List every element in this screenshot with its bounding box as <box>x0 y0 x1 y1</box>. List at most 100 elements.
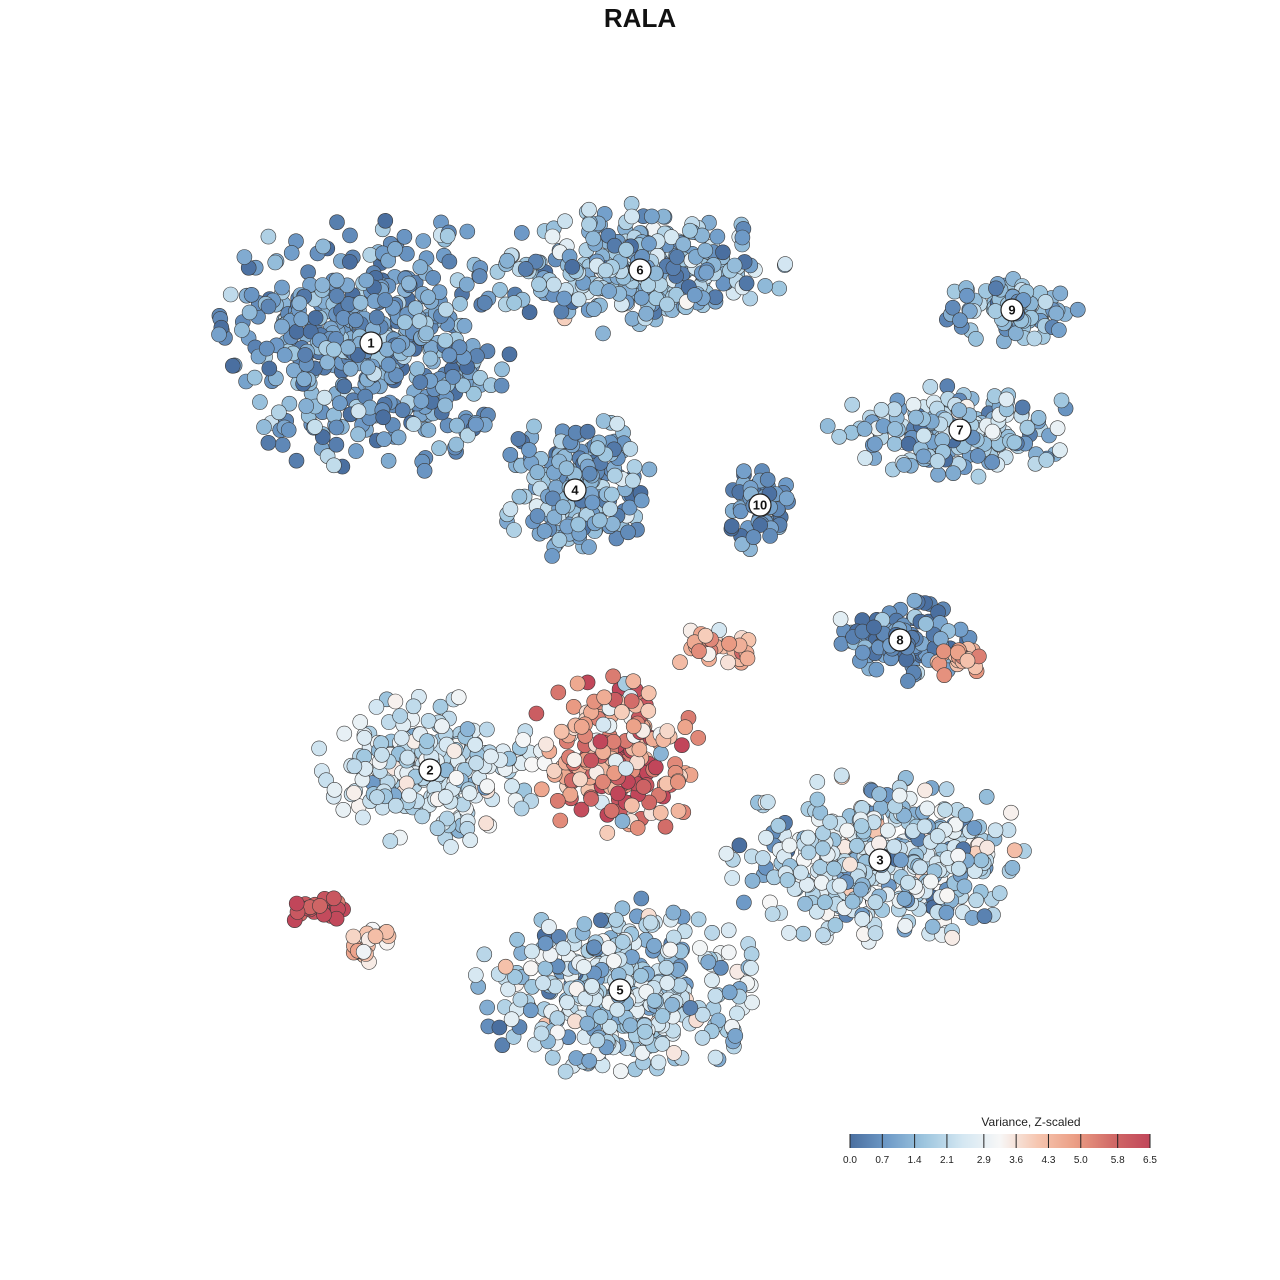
cluster-label-badge <box>948 418 972 442</box>
hotspot-1-point <box>625 718 642 735</box>
cluster-1-point <box>425 270 442 286</box>
cluster-6-point <box>513 225 530 241</box>
legend-tick-label: 6.5 <box>1143 1155 1157 1166</box>
hotspot-1-point <box>652 804 669 821</box>
hotspot-1-point <box>635 778 652 795</box>
cluster-5-point <box>659 975 676 991</box>
cluster-2-point <box>352 714 369 730</box>
cluster-5-point <box>682 1000 699 1016</box>
hotspot-1-point <box>677 719 694 736</box>
cluster-1-point <box>261 360 278 377</box>
cluster-1-point <box>316 389 333 406</box>
cluster-3-point <box>724 870 741 886</box>
cluster-2-point <box>448 770 465 786</box>
cluster-8-point <box>918 616 934 632</box>
cluster-6-point <box>570 291 587 308</box>
cluster-1-point <box>441 347 458 364</box>
cluster-1-point <box>422 350 439 367</box>
cluster-4-point <box>641 461 658 478</box>
cluster-5-point <box>633 967 649 984</box>
cluster-7-point <box>905 396 922 413</box>
cluster-9-point <box>1051 322 1067 338</box>
hotspot-3-point <box>959 652 976 669</box>
cluster-3-point <box>900 874 916 891</box>
cluster-1-point <box>336 378 353 395</box>
cluster-6-point <box>682 222 698 239</box>
cluster-5-point <box>704 972 720 989</box>
cluster-1-point <box>328 419 345 436</box>
cluster-1-point <box>415 233 432 249</box>
cluster-4-point <box>621 499 638 516</box>
cluster-6-point <box>556 290 573 307</box>
cluster-6-point <box>624 208 640 225</box>
cluster-3-point <box>879 822 896 839</box>
cluster-1-point <box>437 397 454 414</box>
cluster-1-point <box>458 276 475 293</box>
cluster-3-point <box>991 885 1008 902</box>
cluster-1-point <box>241 304 258 321</box>
cluster-4-point <box>622 441 639 457</box>
cluster-3-point <box>779 872 796 888</box>
cluster-1-point <box>267 254 284 271</box>
cluster-4-point <box>511 488 528 505</box>
hotspot-1-point <box>605 668 621 685</box>
cluster-5-point <box>476 946 493 963</box>
cluster-3-point <box>827 917 844 933</box>
cluster-6-point <box>675 236 692 253</box>
cluster-1-point <box>329 214 345 230</box>
cluster-5-point <box>666 1045 682 1061</box>
cluster-1-point <box>437 332 454 349</box>
cluster-4-point <box>529 464 546 481</box>
cluster-7-point <box>1019 419 1036 436</box>
cluster-1-point <box>390 337 407 354</box>
cluster-6-point <box>742 290 759 307</box>
cluster-2-point <box>459 721 476 737</box>
cluster-4-point <box>558 460 575 477</box>
cluster-6-point <box>581 201 597 218</box>
cluster-3-point <box>968 892 985 909</box>
cluster-1-point <box>413 393 430 409</box>
cluster-7-point <box>1006 434 1023 451</box>
cluster-3-point <box>809 774 826 790</box>
cluster-label-1: 1 <box>367 336 374 351</box>
cluster-5-point <box>609 1001 626 1018</box>
cluster-5-point <box>535 975 551 991</box>
cluster-7-point <box>951 402 968 419</box>
cluster-4-point <box>521 442 537 458</box>
cluster-5-point <box>720 944 737 961</box>
cluster-7-point <box>896 457 912 473</box>
cluster-1-point <box>307 310 324 326</box>
cluster-7-point <box>819 418 836 434</box>
cluster-2-point <box>483 748 499 765</box>
cluster-5-point <box>729 1005 745 1022</box>
cluster-6-point <box>686 287 703 303</box>
cluster-1-point <box>459 427 476 444</box>
hotspot-2-point <box>720 654 736 671</box>
cluster-2-point <box>429 820 446 837</box>
cluster-1-point <box>396 229 413 245</box>
cluster-3-point <box>896 890 913 907</box>
cluster-5-point <box>592 1008 609 1025</box>
cluster-3-point <box>957 806 974 823</box>
cluster-1-point <box>405 416 422 432</box>
hotspot-1-point <box>595 774 611 790</box>
cluster-1-point <box>281 395 298 412</box>
cluster-7-point <box>998 391 1015 408</box>
cluster-1-point <box>396 314 413 331</box>
cluster-3-point <box>759 794 776 810</box>
cluster-label-4: 4 <box>571 483 579 498</box>
cluster-label-badge <box>888 628 912 652</box>
cluster-1-point <box>298 398 315 414</box>
cluster-5-point <box>694 1006 711 1023</box>
cluster-4-point <box>591 512 608 529</box>
cluster-1-point <box>394 402 411 419</box>
cluster-1-point <box>452 296 468 312</box>
hotspot-4-point <box>325 890 342 907</box>
cluster-3-point <box>853 881 869 898</box>
cluster-5-point <box>700 954 717 971</box>
hotspot-1-point <box>533 781 550 798</box>
cluster-3-point <box>987 822 1004 839</box>
cluster-6-point <box>738 275 755 292</box>
cluster-2-point <box>420 713 437 729</box>
cluster-6-point <box>757 278 774 294</box>
